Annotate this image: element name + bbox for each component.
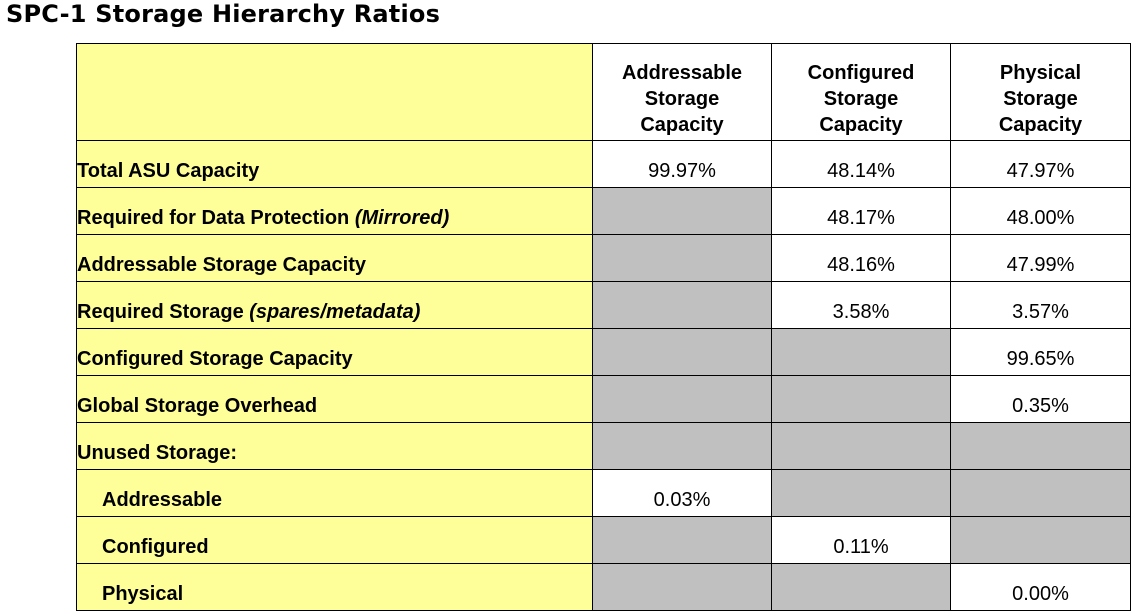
column-header-line: Storage bbox=[644, 88, 720, 110]
row-label-text: Addressable Storage Capacity bbox=[77, 254, 366, 276]
shaded-cell bbox=[950, 516, 1131, 564]
shaded-cell bbox=[950, 469, 1131, 517]
value-cell: 3.57% bbox=[950, 281, 1131, 329]
shaded-cell bbox=[771, 375, 951, 423]
shaded-cell bbox=[592, 281, 772, 329]
row-label-unused-physical: Physical bbox=[76, 563, 593, 611]
shaded-cell bbox=[592, 516, 772, 564]
column-header-line: Capacity bbox=[819, 114, 903, 136]
column-header-addressable: Addressable Storage Capacity bbox=[592, 43, 772, 141]
column-header-line: Capacity bbox=[998, 114, 1083, 136]
shaded-cell bbox=[592, 187, 772, 235]
row-label-unused-configured: Configured bbox=[76, 516, 593, 564]
value-cell: 48.17% bbox=[771, 187, 951, 235]
shaded-cell bbox=[592, 422, 772, 470]
row-label-text: Addressable bbox=[102, 489, 223, 511]
column-header-line: Addressable bbox=[621, 62, 743, 84]
value-cell: 0.35% bbox=[950, 375, 1131, 423]
shaded-cell bbox=[771, 563, 951, 611]
table-row: Addressable 0.03% bbox=[76, 469, 1131, 517]
row-label-required-for-data-protection: Required for Data Protection (Mirrored) bbox=[76, 187, 593, 235]
shaded-cell bbox=[592, 328, 772, 376]
row-label-required-storage: Required Storage (spares/metadata) bbox=[76, 281, 593, 329]
storage-hierarchy-table: Addressable Storage Capacity Configured … bbox=[76, 43, 1131, 611]
table-row: Global Storage Overhead 0.35% bbox=[76, 375, 1131, 423]
shaded-cell bbox=[950, 422, 1131, 470]
row-label-note: (spares/metadata) bbox=[249, 301, 421, 323]
row-label-text: Configured Storage Capacity bbox=[77, 348, 353, 370]
row-label-unused-addressable: Addressable bbox=[76, 469, 593, 517]
column-header-line: Capacity bbox=[640, 114, 724, 136]
value-cell: 0.00% bbox=[950, 563, 1131, 611]
value-cell: 3.58% bbox=[771, 281, 951, 329]
shaded-cell bbox=[771, 328, 951, 376]
row-label-unused-storage: Unused Storage: bbox=[76, 422, 593, 470]
column-header-physical: Physical Storage Capacity bbox=[950, 43, 1131, 141]
row-label-text: Unused Storage: bbox=[77, 442, 238, 464]
row-label-text: Configured bbox=[102, 536, 209, 558]
row-label-total-asu-capacity: Total ASU Capacity bbox=[76, 140, 593, 188]
column-header-configured: Configured Storage Capacity bbox=[771, 43, 951, 141]
value-cell: 99.65% bbox=[950, 328, 1131, 376]
table-header-row: Addressable Storage Capacity Configured … bbox=[76, 43, 1131, 141]
value-cell: 99.97% bbox=[592, 140, 772, 188]
table-row: Configured 0.11% bbox=[76, 516, 1131, 564]
row-label-text: Global Storage Overhead bbox=[77, 395, 318, 417]
column-header-line: Storage bbox=[1003, 88, 1078, 110]
table-row: Addressable Storage Capacity 48.16% 47.9… bbox=[76, 234, 1131, 282]
header-corner-cell bbox=[76, 43, 593, 141]
row-label-note: (Mirrored) bbox=[354, 207, 450, 229]
table-row: Physical 0.00% bbox=[76, 563, 1131, 611]
row-label-text: Required for Data Protection bbox=[77, 207, 355, 229]
value-cell: 0.11% bbox=[771, 516, 951, 564]
value-cell: 48.16% bbox=[771, 234, 951, 282]
column-header-line: Storage bbox=[823, 88, 899, 110]
page-title: SPC-1 Storage Hierarchy Ratios bbox=[6, 0, 441, 28]
shaded-cell bbox=[592, 234, 772, 282]
shaded-cell bbox=[592, 375, 772, 423]
table-row: Configured Storage Capacity 99.65% bbox=[76, 328, 1131, 376]
table-row: Total ASU Capacity 99.97% 48.14% 47.97% bbox=[76, 140, 1131, 188]
row-label-text: Total ASU Capacity bbox=[77, 160, 260, 182]
value-cell: 48.14% bbox=[771, 140, 951, 188]
value-cell: 48.00% bbox=[950, 187, 1131, 235]
row-label-text: Physical bbox=[102, 583, 184, 605]
shaded-cell bbox=[592, 563, 772, 611]
row-label-configured-storage-capacity: Configured Storage Capacity bbox=[76, 328, 593, 376]
column-header-line: Physical bbox=[999, 62, 1082, 84]
row-label-global-storage-overhead: Global Storage Overhead bbox=[76, 375, 593, 423]
row-label-text: Required Storage bbox=[77, 301, 250, 323]
table-row: Required Storage (spares/metadata) 3.58%… bbox=[76, 281, 1131, 329]
value-cell: 47.99% bbox=[950, 234, 1131, 282]
shaded-cell bbox=[771, 469, 951, 517]
value-cell: 47.97% bbox=[950, 140, 1131, 188]
column-header-line: Configured bbox=[807, 62, 915, 84]
shaded-cell bbox=[771, 422, 951, 470]
table-row: Required for Data Protection (Mirrored) … bbox=[76, 187, 1131, 235]
row-label-addressable-storage-capacity: Addressable Storage Capacity bbox=[76, 234, 593, 282]
value-cell: 0.03% bbox=[592, 469, 772, 517]
table-row: Unused Storage: bbox=[76, 422, 1131, 470]
